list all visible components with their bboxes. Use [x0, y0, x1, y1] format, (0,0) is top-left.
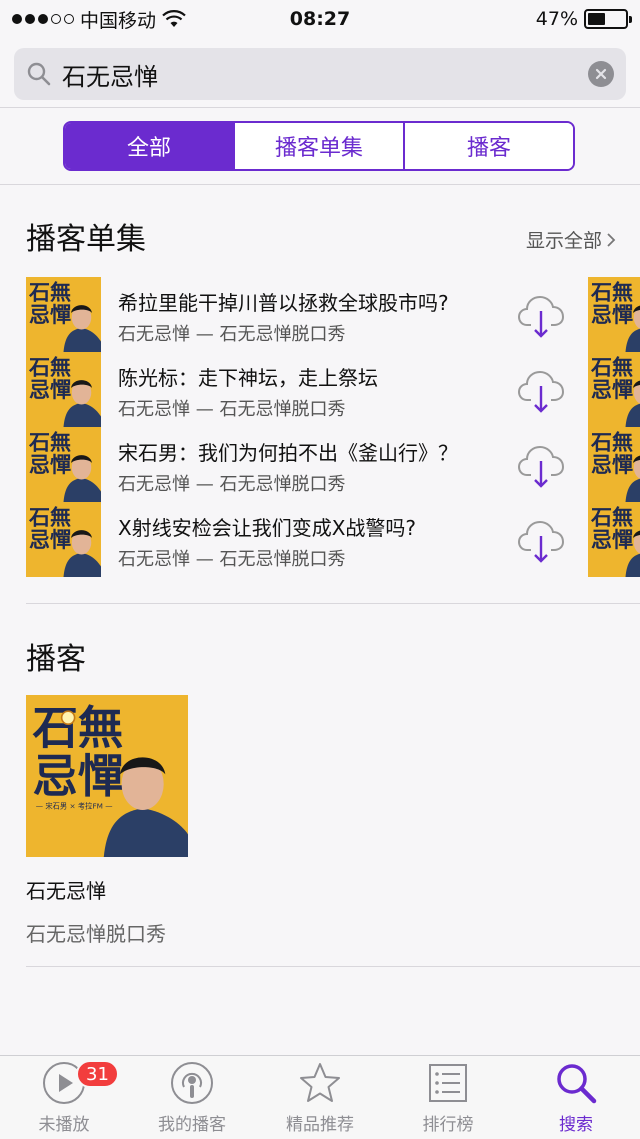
svg-text:石無: 石無 — [28, 355, 71, 380]
search-icon — [557, 1064, 597, 1104]
tab-my-podcasts[interactable]: 我的播客 — [128, 1056, 256, 1139]
tab-unplayed[interactable]: 31 未播放 — [0, 1056, 128, 1139]
status-bar: 中国移动 08:27 47% — [0, 0, 640, 38]
download-cloud-icon[interactable] — [516, 441, 566, 491]
search-input[interactable] — [62, 60, 588, 88]
search-icon — [27, 62, 51, 86]
episode-row[interactable]: 石無 忌憚 陈光标：走下神坛，走上祭坛 石无忌惮 — 石无忌惮脱口秀 石無 忌憚 — [0, 352, 640, 427]
episode-list: 石無 忌憚 希拉里能干掉川普以拯救全球股市吗? 石无忌惮 — 石无忌惮脱口秀 石… — [0, 277, 640, 577]
download-cloud-icon[interactable] — [516, 291, 566, 341]
svg-text:忌憚: 忌憚 — [591, 377, 633, 402]
status-left: 中国移动 — [12, 6, 186, 33]
episode-text: 陈光标：走下神坛，走上祭坛 石无忌惮 — 石无忌惮脱口秀 — [118, 352, 488, 427]
podcast-author: 石无忌惮脱口秀 — [26, 922, 166, 946]
signal-strength-icon — [12, 14, 74, 24]
svg-text:忌憚: 忌憚 — [29, 377, 71, 402]
next-column-artwork: 石無 忌憚 — [588, 427, 640, 502]
svg-text:忌憚: 忌憚 — [591, 302, 633, 327]
tab-label: 搜索 — [559, 1115, 593, 1135]
next-column-artwork: 石無 忌憚 — [588, 502, 640, 577]
divider — [0, 184, 640, 185]
unplayed-count-badge: 31 — [76, 1060, 119, 1088]
episode-artwork: 石無 忌憚 — [26, 277, 101, 352]
list-icon — [429, 1064, 467, 1102]
episode-artwork: 石無 忌憚 — [26, 352, 101, 427]
tab-search[interactable]: 搜索 — [512, 1056, 640, 1139]
svg-text:石無: 石無 — [28, 280, 71, 305]
see-all-link[interactable]: 显示全部 — [526, 226, 616, 253]
battery-icon — [584, 9, 632, 29]
episode-row[interactable]: 石無 忌憚 X射线安检会让我们变成X战警吗? 石无忌惮 — 石无忌惮脱口秀 石無… — [0, 502, 640, 577]
episode-artwork: 石無 忌憚 — [26, 427, 101, 502]
episode-text: 宋石男：我们为何拍不出《釜山行》？ 石无忌惮 — 石无忌惮脱口秀 — [118, 427, 488, 502]
divider — [26, 966, 640, 967]
search-bar — [0, 40, 640, 108]
svg-text:石無: 石無 — [590, 430, 633, 455]
podcast-icon — [171, 1062, 213, 1104]
podcast-card[interactable]: 石無 忌憚 — 宋石男 × 考拉FM — 石无忌惮 石无忌惮脱口秀 — [26, 695, 188, 947]
episode-artwork: 石無 忌憚 — [26, 502, 101, 577]
podcast-name: 石无忌惮 — [26, 879, 106, 903]
svg-text:忌憚: 忌憚 — [29, 452, 71, 477]
next-column-artwork: 石無 忌憚 — [588, 352, 640, 427]
svg-text:忌憚: 忌憚 — [32, 749, 123, 803]
episodes-section-title: 播客单集 — [26, 222, 146, 257]
svg-text:石無: 石無 — [28, 505, 71, 530]
episode-subtitle: 石无忌惮 — 石无忌惮脱口秀 — [118, 324, 346, 345]
tab-bar: 31 未播放 我的播客 精品推荐 排行榜 — [0, 1055, 640, 1139]
episode-text: 希拉里能干掉川普以拯救全球股市吗? 石无忌惮 — 石无忌惮脱口秀 — [118, 277, 488, 352]
svg-text:— 宋石男 × 考拉FM —: — 宋石男 × 考拉FM — — [36, 801, 113, 810]
svg-text:石無: 石無 — [590, 505, 633, 530]
episode-subtitle: 石无忌惮 — 石无忌惮脱口秀 — [118, 399, 346, 420]
svg-text:石無: 石無 — [590, 280, 633, 305]
tab-label: 我的播客 — [158, 1115, 226, 1135]
episode-subtitle: 石无忌惮 — 石无忌惮脱口秀 — [118, 549, 346, 570]
clear-search-button[interactable] — [588, 61, 614, 87]
podcast-artwork: 石無 忌憚 — 宋石男 × 考拉FM — — [26, 695, 188, 857]
episode-title: 宋石男：我们为何拍不出《釜山行》？ — [118, 441, 458, 465]
segment-all[interactable]: 全部 — [65, 123, 233, 169]
scope-segmented-control: 全部 播客单集 播客 — [63, 121, 575, 171]
episode-row[interactable]: 石無 忌憚 宋石男：我们为何拍不出《釜山行》？ 石无忌惮 — 石无忌惮脱口秀 石… — [0, 427, 640, 502]
search-box[interactable] — [14, 48, 626, 100]
divider — [26, 603, 640, 604]
tab-charts[interactable]: 排行榜 — [384, 1056, 512, 1139]
tab-label: 排行榜 — [422, 1115, 474, 1135]
svg-text:石無: 石無 — [28, 430, 71, 455]
episode-title: 希拉里能干掉川普以拯救全球股市吗? — [118, 291, 449, 315]
tab-label: 未播放 — [38, 1115, 90, 1135]
segment-podcasts[interactable]: 播客 — [403, 123, 573, 169]
svg-text:石無: 石無 — [590, 355, 633, 380]
podcasts-section-title: 播客 — [26, 642, 86, 677]
clear-icon — [595, 68, 607, 80]
episode-text: X射线安检会让我们变成X战警吗? 石无忌惮 — 石无忌惮脱口秀 — [118, 502, 488, 577]
wifi-icon — [162, 10, 186, 27]
segment-episodes[interactable]: 播客单集 — [233, 123, 403, 169]
download-cloud-icon[interactable] — [516, 516, 566, 566]
status-right: 47% — [535, 8, 632, 30]
tab-featured[interactable]: 精品推荐 — [256, 1056, 384, 1139]
svg-text:石無: 石無 — [32, 701, 123, 755]
episode-title: 陈光标：走下神坛，走上祭坛 — [118, 366, 378, 390]
episode-title: X射线安检会让我们变成X战警吗? — [118, 516, 417, 540]
chevron-right-icon — [607, 232, 616, 247]
episode-subtitle: 石无忌惮 — 石无忌惮脱口秀 — [118, 474, 346, 495]
star-icon — [300, 1063, 340, 1102]
battery-percent: 47% — [535, 8, 578, 30]
tab-label: 精品推荐 — [286, 1115, 354, 1135]
battery-level — [588, 13, 605, 25]
carrier-name: 中国移动 — [80, 9, 157, 32]
svg-text:忌憚: 忌憚 — [591, 452, 633, 477]
next-column-artwork: 石無 忌憚 — [588, 277, 640, 352]
see-all-label: 显示全部 — [525, 230, 602, 252]
download-cloud-icon[interactable] — [516, 366, 566, 416]
svg-text:忌憚: 忌憚 — [29, 302, 71, 327]
svg-text:忌憚: 忌憚 — [591, 527, 633, 552]
episode-row[interactable]: 石無 忌憚 希拉里能干掉川普以拯救全球股市吗? 石无忌惮 — 石无忌惮脱口秀 石… — [0, 277, 640, 352]
svg-text:忌憚: 忌憚 — [29, 527, 71, 552]
